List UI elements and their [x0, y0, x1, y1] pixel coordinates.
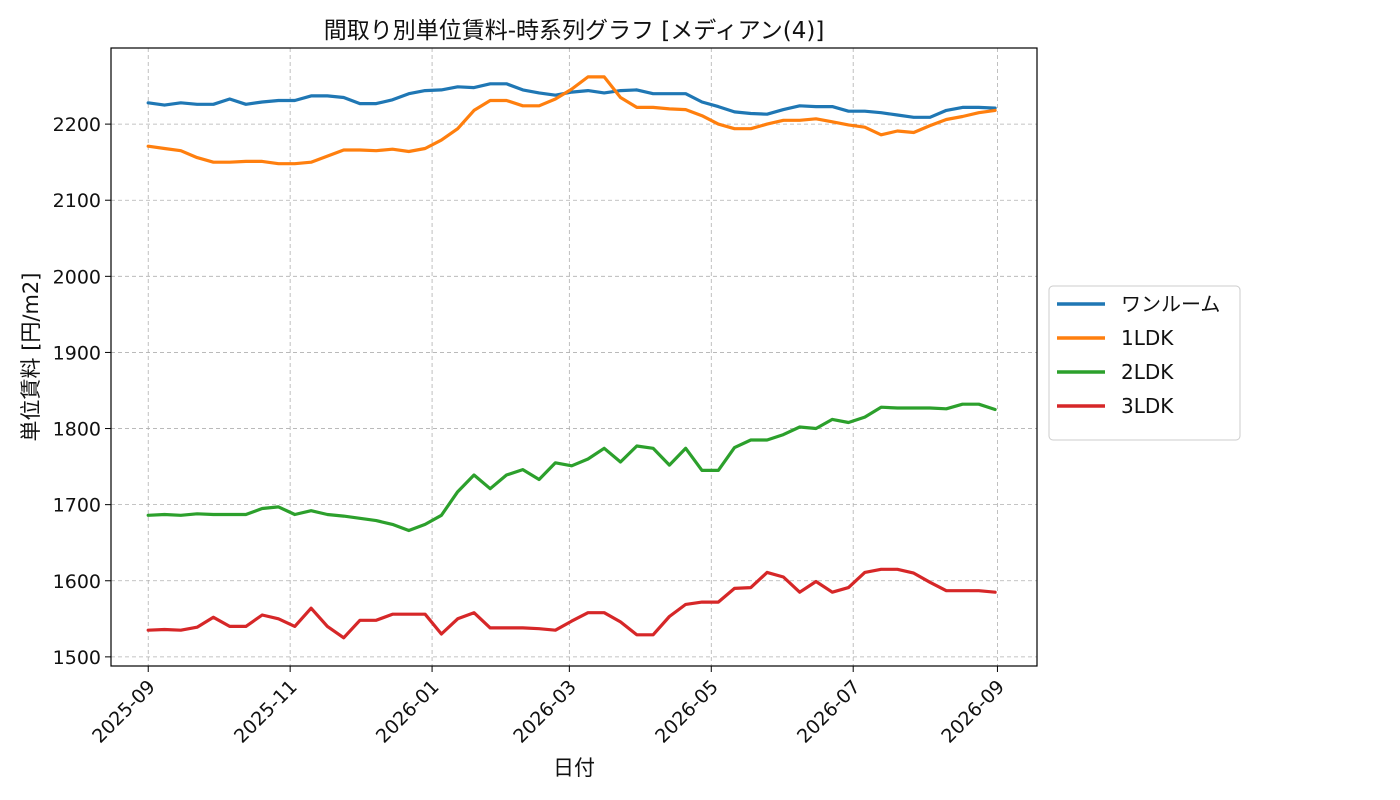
- y-tick-label: 2000: [53, 266, 101, 288]
- y-axis-title: 単位賃料 [円/m2]: [19, 273, 43, 442]
- y-tick-label: 2200: [53, 114, 101, 136]
- x-axis-title: 日付: [553, 756, 595, 780]
- y-tick-label: 1500: [53, 647, 101, 669]
- legend-label: 1LDK: [1121, 326, 1174, 350]
- legend-label: 2LDK: [1121, 360, 1174, 384]
- grid: [111, 48, 1037, 666]
- series-line: [146, 75, 997, 166]
- series-lines: [146, 75, 997, 640]
- series-line: [146, 567, 997, 640]
- y-tick-label: 1600: [53, 571, 101, 593]
- plot-frame: [110, 47, 1038, 667]
- legend-label: ワンルーム: [1121, 292, 1220, 316]
- legend: ワンルーム 1LDK 2LDK 3LDK: [1048, 285, 1241, 441]
- y-tick-label: 1900: [53, 342, 101, 364]
- y-tick-label: 1700: [53, 495, 101, 517]
- legend-box: [1048, 285, 1241, 441]
- legend-label: 3LDK: [1121, 394, 1174, 418]
- series-line: [146, 82, 997, 119]
- y-tick-label: 1800: [53, 419, 101, 441]
- y-tick-label: 2100: [53, 190, 101, 212]
- chart-title: 間取り別単位賃料-時系列グラフ [メディアン(4)]: [324, 18, 825, 44]
- series-line: [146, 402, 997, 533]
